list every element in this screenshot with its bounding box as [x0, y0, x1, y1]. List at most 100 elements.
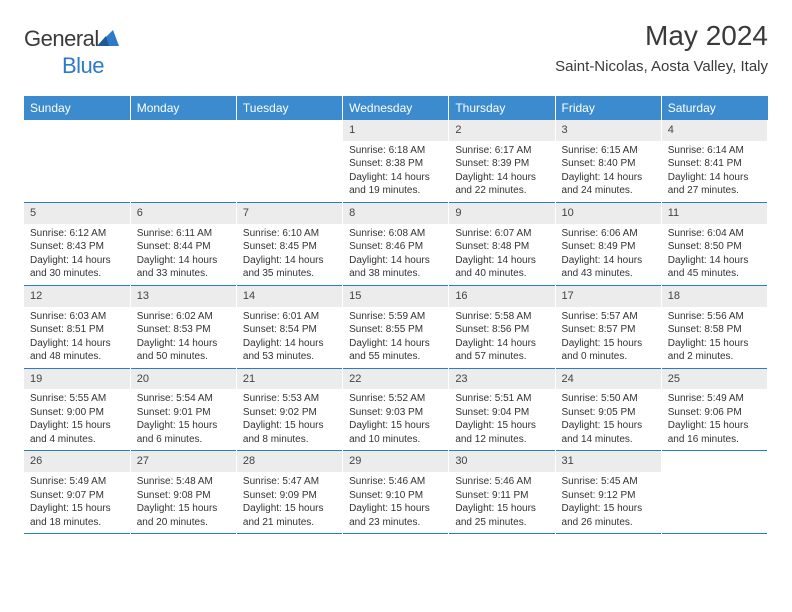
sunset-line: Sunset: 8:56 PM	[455, 323, 548, 337]
sunset-line: Sunset: 8:45 PM	[243, 240, 336, 254]
daylight-line: Daylight: 15 hours and 23 minutes.	[349, 502, 442, 529]
calendar-cell: 30Sunrise: 5:46 AMSunset: 9:11 PMDayligh…	[449, 451, 555, 534]
calendar-row: 26Sunrise: 5:49 AMSunset: 9:07 PMDayligh…	[24, 451, 768, 534]
day-details: Sunrise: 5:50 AMSunset: 9:05 PMDaylight:…	[556, 389, 661, 450]
day-number: 22	[343, 369, 448, 390]
daylight-line: Daylight: 15 hours and 8 minutes.	[243, 419, 336, 446]
calendar-cell: 21Sunrise: 5:53 AMSunset: 9:02 PMDayligh…	[236, 368, 342, 451]
sunset-line: Sunset: 8:40 PM	[562, 157, 655, 171]
sunrise-line: Sunrise: 5:49 AM	[668, 392, 761, 406]
sunrise-line: Sunrise: 5:46 AM	[349, 475, 442, 489]
day-header: Monday	[130, 96, 236, 120]
sunset-line: Sunset: 8:53 PM	[137, 323, 230, 337]
daylight-line: Daylight: 15 hours and 4 minutes.	[30, 419, 124, 446]
day-number: 23	[449, 369, 554, 390]
day-number: 21	[237, 369, 342, 390]
daylight-line: Daylight: 14 hours and 27 minutes.	[668, 171, 761, 198]
location: Saint-Nicolas, Aosta Valley, Italy	[555, 58, 768, 75]
day-details: Sunrise: 6:07 AMSunset: 8:48 PMDaylight:…	[449, 224, 554, 285]
sunrise-line: Sunrise: 6:04 AM	[668, 227, 761, 241]
day-details: Sunrise: 5:56 AMSunset: 8:58 PMDaylight:…	[662, 307, 767, 368]
sunset-line: Sunset: 9:08 PM	[137, 489, 230, 503]
calendar-cell: 4Sunrise: 6:14 AMSunset: 8:41 PMDaylight…	[661, 120, 767, 202]
daylight-line: Daylight: 15 hours and 2 minutes.	[668, 337, 761, 364]
sunrise-line: Sunrise: 6:14 AM	[668, 144, 761, 158]
sunrise-line: Sunrise: 5:59 AM	[349, 310, 442, 324]
sunrise-line: Sunrise: 5:57 AM	[562, 310, 655, 324]
sunset-line: Sunset: 8:54 PM	[243, 323, 336, 337]
sunrise-line: Sunrise: 6:12 AM	[30, 227, 124, 241]
calendar-cell: 1Sunrise: 6:18 AMSunset: 8:38 PMDaylight…	[343, 120, 449, 202]
calendar-row: 19Sunrise: 5:55 AMSunset: 9:00 PMDayligh…	[24, 368, 768, 451]
calendar-cell	[130, 120, 236, 202]
daylight-line: Daylight: 14 hours and 53 minutes.	[243, 337, 336, 364]
sunrise-line: Sunrise: 5:50 AM	[562, 392, 655, 406]
day-number: 5	[24, 203, 130, 224]
daylight-line: Daylight: 14 hours and 38 minutes.	[349, 254, 442, 281]
daylight-line: Daylight: 14 hours and 33 minutes.	[137, 254, 230, 281]
calendar-cell: 10Sunrise: 6:06 AMSunset: 8:49 PMDayligh…	[555, 202, 661, 285]
sunrise-line: Sunrise: 5:58 AM	[455, 310, 548, 324]
calendar-cell: 24Sunrise: 5:50 AMSunset: 9:05 PMDayligh…	[555, 368, 661, 451]
day-details: Sunrise: 6:18 AMSunset: 8:38 PMDaylight:…	[343, 141, 448, 202]
sunrise-line: Sunrise: 5:46 AM	[455, 475, 548, 489]
sunset-line: Sunset: 9:06 PM	[668, 406, 761, 420]
day-details: Sunrise: 6:03 AMSunset: 8:51 PMDaylight:…	[24, 307, 130, 368]
header: General Blue May 2024 Saint-Nicolas, Aos…	[24, 18, 768, 96]
daylight-line: Daylight: 14 hours and 30 minutes.	[30, 254, 124, 281]
daylight-line: Daylight: 15 hours and 6 minutes.	[137, 419, 230, 446]
sunrise-line: Sunrise: 6:18 AM	[349, 144, 442, 158]
day-number: 6	[131, 203, 236, 224]
daylight-line: Daylight: 14 hours and 43 minutes.	[562, 254, 655, 281]
calendar-cell	[661, 451, 767, 534]
daylight-line: Daylight: 14 hours and 40 minutes.	[455, 254, 548, 281]
daylight-line: Daylight: 15 hours and 21 minutes.	[243, 502, 336, 529]
month-title: May 2024	[555, 20, 768, 52]
sunset-line: Sunset: 9:02 PM	[243, 406, 336, 420]
calendar-cell: 9Sunrise: 6:07 AMSunset: 8:48 PMDaylight…	[449, 202, 555, 285]
day-details: Sunrise: 5:46 AMSunset: 9:11 PMDaylight:…	[449, 472, 554, 533]
sunset-line: Sunset: 8:46 PM	[349, 240, 442, 254]
day-details: Sunrise: 5:49 AMSunset: 9:07 PMDaylight:…	[24, 472, 130, 533]
calendar-cell: 5Sunrise: 6:12 AMSunset: 8:43 PMDaylight…	[24, 202, 130, 285]
calendar-table: SundayMondayTuesdayWednesdayThursdayFrid…	[24, 96, 768, 534]
sunset-line: Sunset: 8:55 PM	[349, 323, 442, 337]
day-details: Sunrise: 5:57 AMSunset: 8:57 PMDaylight:…	[556, 307, 661, 368]
day-number: 19	[24, 369, 130, 390]
sunset-line: Sunset: 9:04 PM	[455, 406, 548, 420]
logo-triangle-icon	[97, 30, 119, 53]
calendar-cell: 31Sunrise: 5:45 AMSunset: 9:12 PMDayligh…	[555, 451, 661, 534]
sunset-line: Sunset: 9:12 PM	[562, 489, 655, 503]
day-number: 27	[131, 451, 236, 472]
day-number: 14	[237, 286, 342, 307]
calendar-cell: 23Sunrise: 5:51 AMSunset: 9:04 PMDayligh…	[449, 368, 555, 451]
calendar-cell: 28Sunrise: 5:47 AMSunset: 9:09 PMDayligh…	[236, 451, 342, 534]
day-number: 31	[556, 451, 661, 472]
daylight-line: Daylight: 14 hours and 45 minutes.	[668, 254, 761, 281]
day-number: 10	[556, 203, 661, 224]
daylight-line: Daylight: 15 hours and 16 minutes.	[668, 419, 761, 446]
day-details: Sunrise: 6:04 AMSunset: 8:50 PMDaylight:…	[662, 224, 767, 285]
sunset-line: Sunset: 8:58 PM	[668, 323, 761, 337]
daylight-line: Daylight: 14 hours and 35 minutes.	[243, 254, 336, 281]
calendar-cell: 8Sunrise: 6:08 AMSunset: 8:46 PMDaylight…	[343, 202, 449, 285]
day-details: Sunrise: 5:51 AMSunset: 9:04 PMDaylight:…	[449, 389, 554, 450]
day-number: 16	[449, 286, 554, 307]
sunrise-line: Sunrise: 6:11 AM	[137, 227, 230, 241]
daylight-line: Daylight: 14 hours and 19 minutes.	[349, 171, 442, 198]
sunrise-line: Sunrise: 6:08 AM	[349, 227, 442, 241]
calendar-cell: 11Sunrise: 6:04 AMSunset: 8:50 PMDayligh…	[661, 202, 767, 285]
sunset-line: Sunset: 8:51 PM	[30, 323, 124, 337]
daylight-line: Daylight: 15 hours and 12 minutes.	[455, 419, 548, 446]
calendar-row: 1Sunrise: 6:18 AMSunset: 8:38 PMDaylight…	[24, 120, 768, 202]
sunrise-line: Sunrise: 6:02 AM	[137, 310, 230, 324]
sunrise-line: Sunrise: 6:06 AM	[562, 227, 655, 241]
day-header: Thursday	[449, 96, 555, 120]
sunset-line: Sunset: 8:44 PM	[137, 240, 230, 254]
sunrise-line: Sunrise: 6:07 AM	[455, 227, 548, 241]
day-number: 24	[556, 369, 661, 390]
sunrise-line: Sunrise: 5:52 AM	[349, 392, 442, 406]
sunrise-line: Sunrise: 5:47 AM	[243, 475, 336, 489]
daylight-line: Daylight: 15 hours and 14 minutes.	[562, 419, 655, 446]
calendar-cell: 17Sunrise: 5:57 AMSunset: 8:57 PMDayligh…	[555, 285, 661, 368]
